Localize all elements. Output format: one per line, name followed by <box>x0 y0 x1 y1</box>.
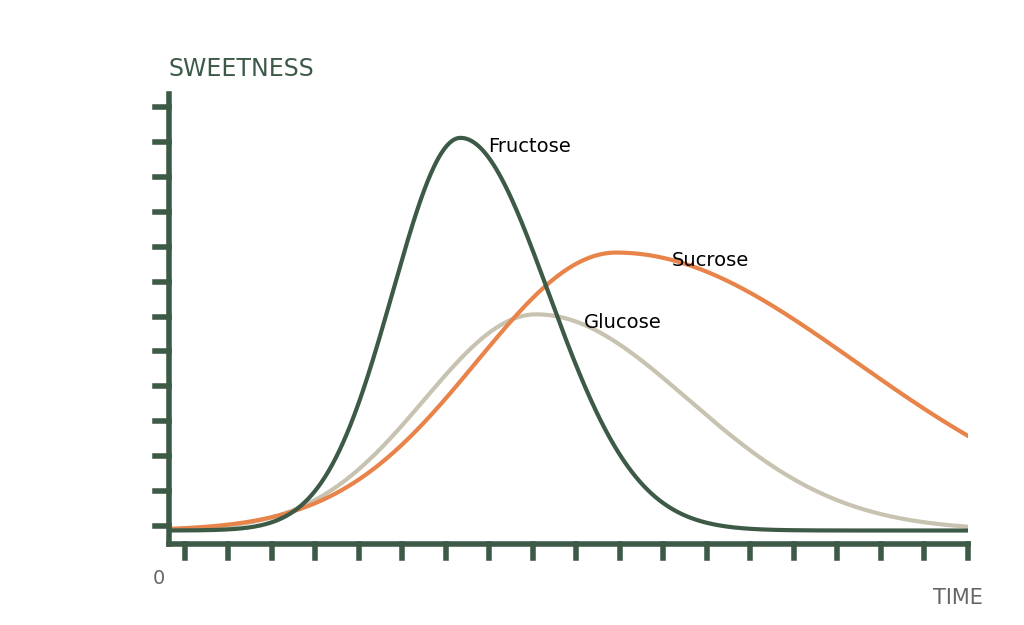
Text: Fructose: Fructose <box>488 136 571 156</box>
Text: SWEETNESS: SWEETNESS <box>169 58 314 81</box>
Text: 0: 0 <box>153 569 165 588</box>
Text: TIME: TIME <box>933 588 983 608</box>
Text: Sucrose: Sucrose <box>672 251 750 270</box>
Text: Glucose: Glucose <box>585 313 663 332</box>
